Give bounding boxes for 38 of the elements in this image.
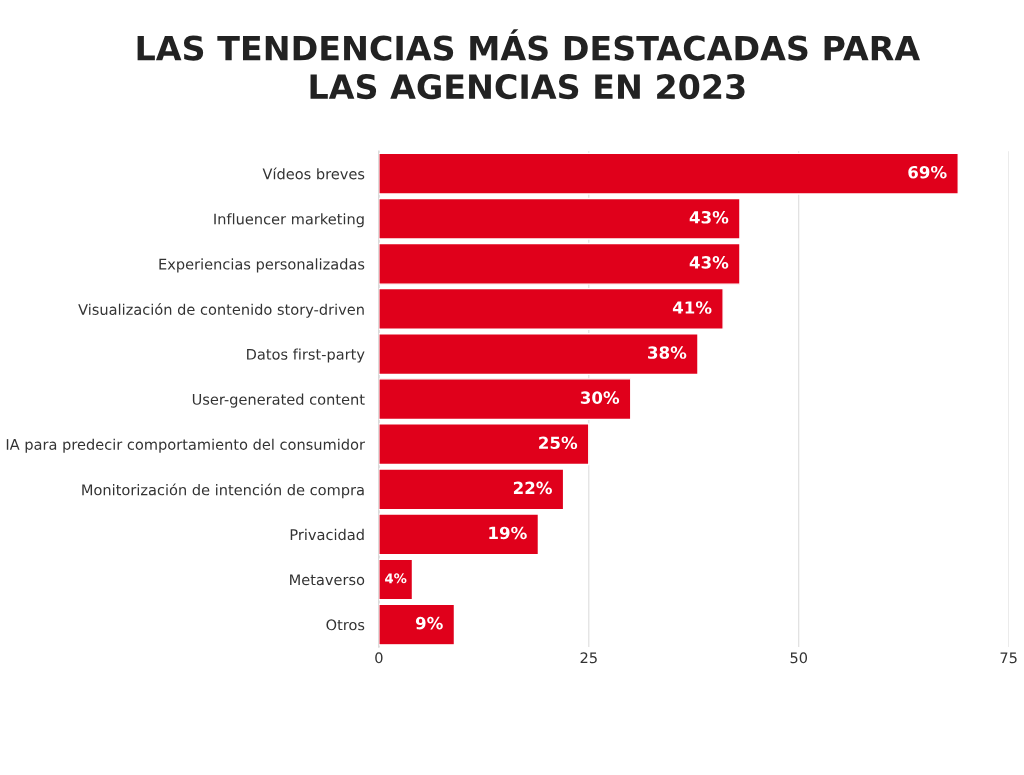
y-tick-label: User-generated content	[192, 393, 365, 408]
x-tick-label: 0	[375, 652, 383, 664]
bar	[378, 333, 699, 376]
data-label: 38%	[648, 346, 687, 359]
y-tick-label: Otros	[326, 619, 365, 631]
data-label: 43%	[689, 210, 729, 224]
data-label: 43%	[689, 256, 729, 269]
y-tick-label: Vídeos breves	[262, 167, 365, 180]
bar	[378, 197, 741, 240]
y-tick-label: IA para predecir comportamiento del consumidor	[6, 438, 365, 453]
y-tick-label: Privacidad	[290, 528, 364, 541]
y-tick-label: Experiencias personalizadas	[159, 258, 365, 273]
bar	[378, 287, 724, 330]
x-tick-label: 25	[580, 652, 597, 664]
x-tick-label: 75	[1000, 652, 1017, 664]
y-tick-label: Influencer marketing	[214, 213, 364, 228]
bar	[378, 468, 565, 511]
bar	[378, 423, 590, 466]
data-label: 69%	[908, 165, 947, 179]
data-label: 25%	[539, 436, 578, 450]
data-label: 19%	[489, 526, 527, 540]
data-label: 30%	[580, 391, 620, 404]
bar	[378, 152, 959, 195]
bar	[378, 603, 456, 646]
data-label: 22%	[513, 481, 552, 495]
y-tick-label: Visualización de contenido story-driven	[78, 303, 364, 318]
data-label: 4%	[385, 573, 407, 584]
x-tick-label: 50	[790, 652, 808, 664]
data-label: 9%	[415, 616, 443, 630]
bar	[378, 378, 632, 421]
data-label: 41%	[672, 301, 712, 314]
chart-title: LAS TENDENCIAS MÁS DESTACADAS PARA LAS AGENCIAS EN 2023	[137, 29, 921, 100]
y-tick-label: Datos first-party	[247, 348, 365, 363]
bar	[378, 242, 741, 285]
y-tick-label: Metaverso	[290, 574, 365, 586]
y-tick-label: Monitorización de intención de compra	[82, 483, 364, 499]
bar	[378, 513, 540, 556]
bar	[378, 558, 414, 601]
